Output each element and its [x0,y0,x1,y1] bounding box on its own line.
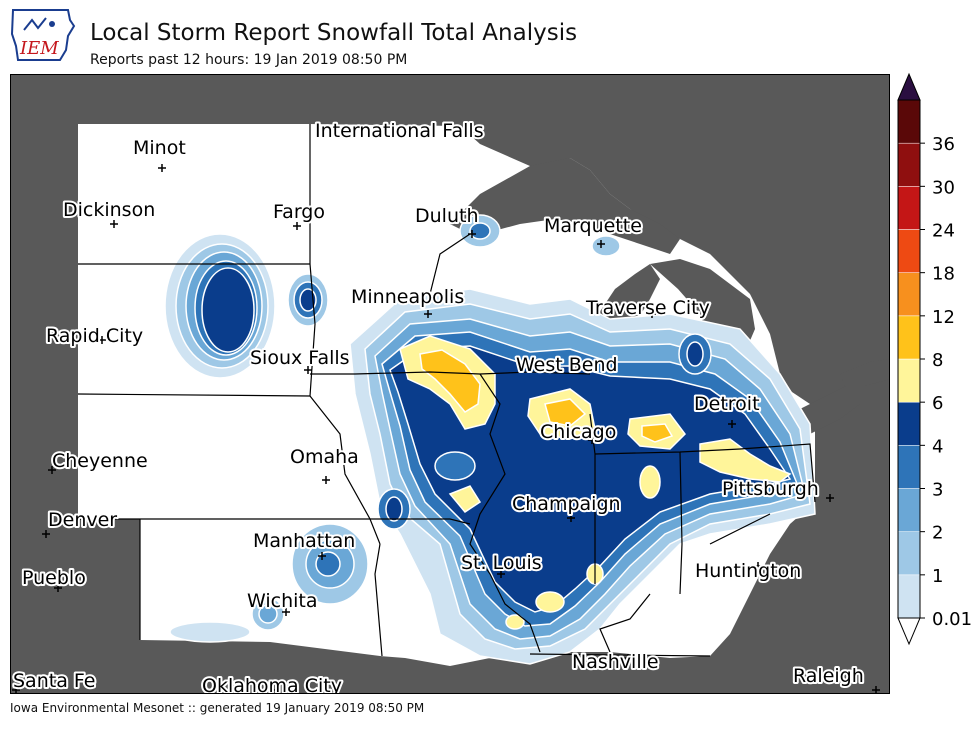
city-label: Sioux Falls [250,347,350,369]
colorbar-tick-label: 4 [932,436,943,457]
city-label: Detroit [694,393,760,415]
colorbar-swatch [897,574,921,619]
colorbar-swatch [897,142,921,187]
city-label: Traverse City [585,297,710,319]
colorbar-tick-label: 8 [932,350,943,371]
city-label: Pittsburgh [722,478,819,500]
colorbar-tick-label: 36 [932,134,955,155]
city-label: Santa Fe [13,670,95,692]
city-label: Cheyenne [52,450,148,472]
colorbar-tick-label: 24 [932,221,955,242]
city-label: Rapid City [46,325,143,347]
city-label: Huntington [695,560,801,582]
city-label: Champaign [512,493,621,515]
colorbar-tick-label: 0.01 [932,609,972,630]
city-label: Oklahoma City [202,675,342,694]
state-borders [77,124,816,657]
colorbar-swatch [897,445,921,489]
colorbar-swatch [897,315,921,360]
city-label: Wichita [247,590,318,612]
logo-text: IEM [19,38,59,59]
colorbar-tick-label: 18 [932,264,955,285]
city-label: St. Louis [461,552,542,574]
colorbar-swatch [897,531,921,576]
city-label: Pueblo [22,567,86,589]
page-title: Local Storm Report Snowfall Total Analys… [90,20,578,46]
city-label: International Falls [315,120,484,142]
city-label: Marquette [544,215,642,237]
city-label: Minneapolis [351,286,464,308]
colorbar-swatch [897,488,921,532]
city-label: Fargo [273,201,325,223]
city-label: Minot [133,137,186,159]
city-label: Omaha [290,446,359,468]
colorbar-tick-label: 12 [932,307,955,328]
city-label: Dickinson [63,199,155,221]
city-label: Duluth [415,205,479,227]
snowfall-map: Minot International Falls Dickinson Farg… [10,74,890,694]
city-markers [12,164,880,694]
colorbar-tick-label: 30 [932,177,955,198]
colorbar-underflow [897,617,921,646]
lake-ontario [840,359,890,386]
iem-logo: IEM [10,9,76,61]
colorbar-swatch [897,358,921,403]
city-label: Nashville [572,651,659,673]
colorbar-swatch [897,272,921,317]
city-label: Raleigh [793,665,864,687]
colorbar-swatch [897,229,921,273]
colorbar-swatch [897,99,921,144]
colorbar-overflow [897,72,921,101]
colorbar-tick-label: 3 [932,480,943,501]
city-labels: Minot International Falls Dickinson Farg… [11,118,866,694]
city-label: Manhattan [253,530,355,552]
colorbar-tick-label: 2 [932,523,943,544]
city-label: Denver [48,509,117,531]
page-subtitle: Reports past 12 hours: 19 Jan 2019 08:50… [90,52,408,68]
colorbar-swatch [897,186,921,230]
city-label: Chicago [540,421,616,443]
colorbar-swatch [897,401,921,446]
footer-credit: Iowa Environmental Mesonet :: generated … [10,701,425,715]
lake-superior [450,158,680,254]
colorbar-tick-label: 1 [932,566,943,587]
colorbar-tick-label: 6 [932,393,943,414]
city-label: West Bend [516,354,618,376]
snowfall-contours [164,214,816,665]
